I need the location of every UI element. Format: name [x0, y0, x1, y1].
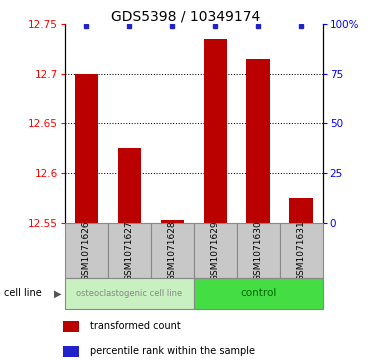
- Bar: [63, 346, 79, 357]
- Bar: [161, 220, 184, 223]
- Bar: [204, 38, 227, 223]
- Text: transformed count: transformed count: [90, 321, 181, 331]
- Bar: [246, 58, 270, 223]
- Text: GSM1071631: GSM1071631: [297, 220, 306, 281]
- Text: GSM1071629: GSM1071629: [211, 220, 220, 281]
- Bar: [118, 148, 141, 223]
- Bar: [75, 74, 98, 223]
- Bar: [194, 278, 323, 309]
- Text: ▶: ▶: [54, 289, 61, 298]
- Text: GSM1071627: GSM1071627: [125, 220, 134, 281]
- Bar: [63, 321, 79, 332]
- Bar: [65, 223, 108, 278]
- Text: GDS5398 / 10349174: GDS5398 / 10349174: [111, 9, 260, 23]
- Text: GSM1071628: GSM1071628: [168, 220, 177, 281]
- Bar: [108, 223, 151, 278]
- Bar: [237, 223, 280, 278]
- Text: osteoclastogenic cell line: osteoclastogenic cell line: [76, 289, 183, 298]
- Bar: [194, 223, 237, 278]
- Bar: [65, 278, 194, 309]
- Text: percentile rank within the sample: percentile rank within the sample: [90, 346, 255, 356]
- Text: GSM1071626: GSM1071626: [82, 220, 91, 281]
- Bar: [151, 223, 194, 278]
- Bar: [280, 223, 323, 278]
- Bar: [289, 198, 313, 223]
- Text: control: control: [240, 289, 276, 298]
- Text: cell line: cell line: [4, 289, 42, 298]
- Text: GSM1071630: GSM1071630: [254, 220, 263, 281]
